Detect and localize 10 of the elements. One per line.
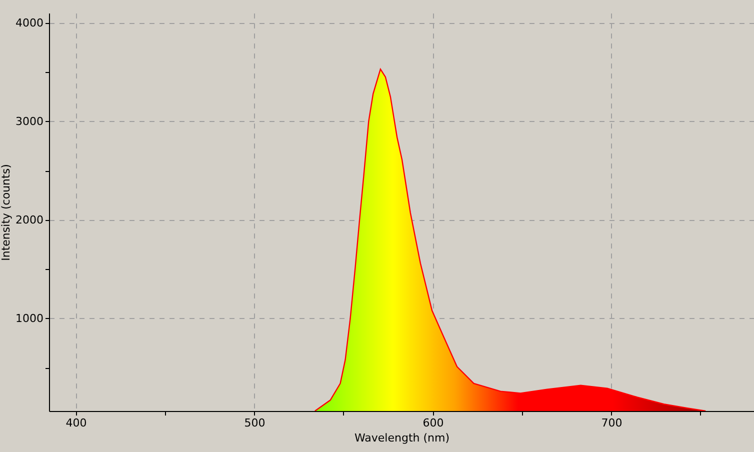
y-tick-label: 4000 (16, 16, 44, 30)
y-tick-label: 1000 (16, 312, 44, 325)
y-tick-label: 3000 (16, 114, 44, 128)
x-tick-label: 400 (66, 416, 87, 430)
y-axis-title: Intensity (counts) (0, 164, 13, 261)
y-tick-label: 2000 (16, 213, 44, 226)
x-axis-title: Wavelength (nm) (354, 432, 450, 444)
x-tick-label: 700 (601, 416, 622, 430)
x-tick-label: 600 (422, 416, 444, 430)
x-tick-label: 500 (244, 416, 266, 430)
